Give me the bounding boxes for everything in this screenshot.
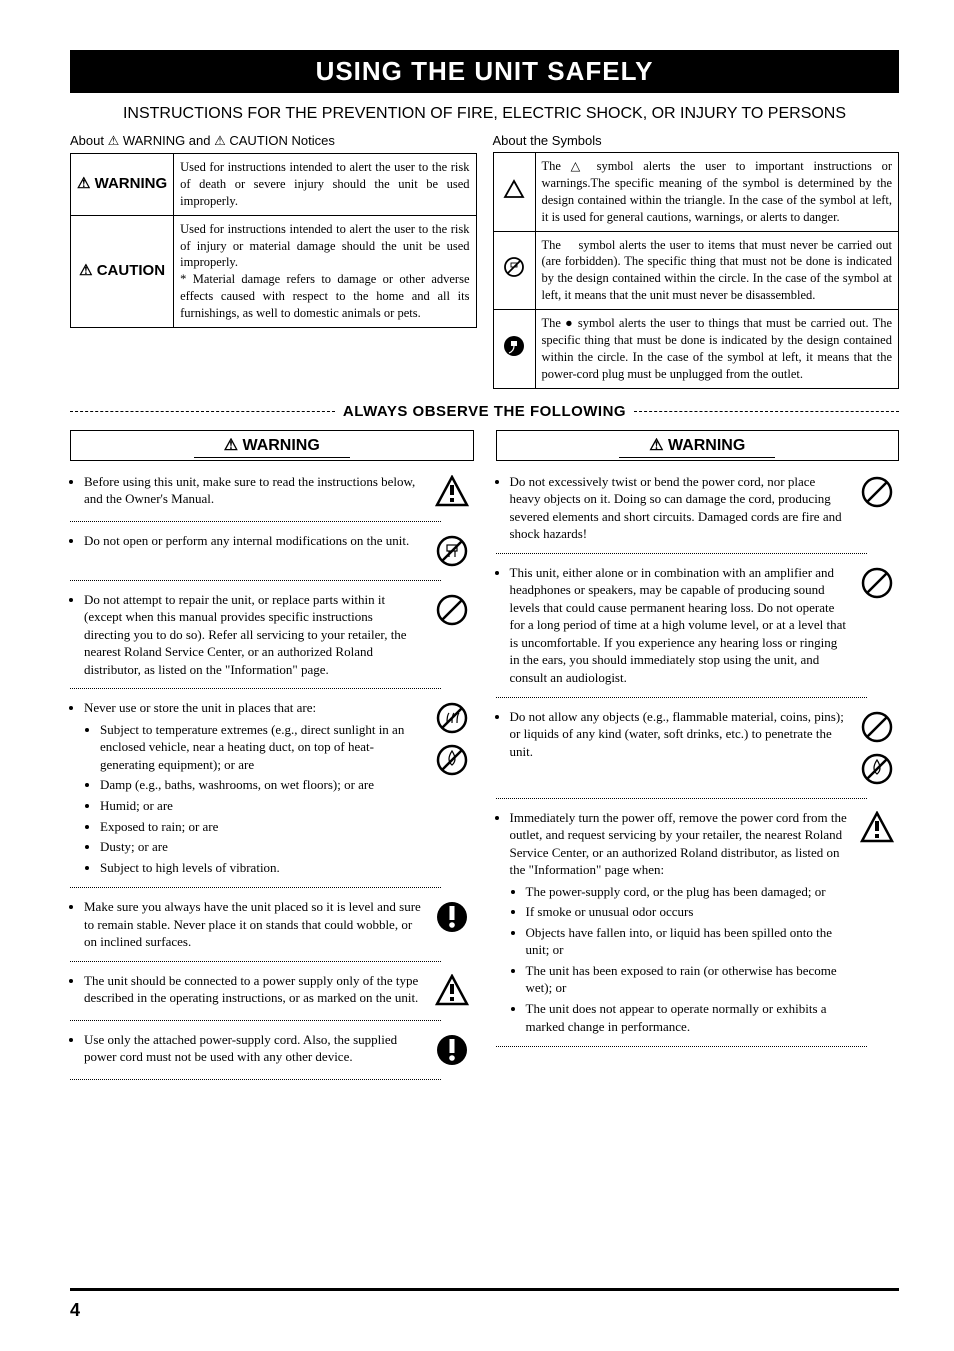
right-item-3: Immediately turn the power off, remove t… [510, 809, 848, 879]
triangle-desc: The △ symbol alerts the user to importan… [535, 153, 899, 232]
must-do-icon [435, 900, 469, 934]
prohibit-icon [860, 710, 894, 744]
right-column: ⚠ WARNING Do not excessively twist or be… [496, 430, 900, 1090]
left-item-0: Before using this unit, make sure to rea… [84, 473, 422, 508]
left-item-6: Use only the attached power-supply cord.… [84, 1031, 422, 1066]
page-number: 4 [70, 1300, 80, 1321]
subtitle: INSTRUCTIONS FOR THE PREVENTION OF FIRE,… [70, 105, 899, 123]
warning-header-left: ⚠ WARNING [70, 430, 474, 461]
triangle-icon [493, 153, 535, 232]
left-item-3-sub: Subject to temperature extremes (e.g., d… [100, 721, 422, 876]
notice-table: ⚠ WARNING Used for instructions intended… [70, 153, 477, 328]
prohibit-icon [860, 475, 894, 509]
tri-bang-icon [860, 811, 894, 845]
caution-cell: ⚠ CAUTION [71, 215, 174, 327]
right-item-0: Do not excessively twist or bend the pow… [510, 473, 848, 543]
left-item-2: Do not attempt to repair the unit, or re… [84, 591, 422, 679]
no-wet-icon [435, 743, 469, 777]
prohibit-icon [435, 593, 469, 627]
symbols-table: The △ symbol alerts the user to importan… [493, 152, 900, 389]
right-item-2: Do not allow any objects (e.g., flammabl… [510, 708, 848, 761]
notice-tables: About ⚠ WARNING and ⚠ CAUTION Notices ⚠ … [70, 133, 899, 389]
warning-desc: Used for instructions intended to alert … [174, 154, 476, 216]
left-item-3: Never use or store the unit in places th… [84, 699, 422, 717]
left-item-4: Make sure you always have the unit place… [84, 898, 422, 951]
prohibit-icon [860, 566, 894, 600]
observe-label: ALWAYS OBSERVE THE FOLLOWING [335, 403, 634, 420]
prohibit-desc: The ⃠ symbol alerts the user to items th… [535, 231, 899, 310]
mandatory-desc: The ● symbol alerts the user to things t… [535, 310, 899, 389]
no-wet-icon [860, 752, 894, 786]
left-item-1: Do not open or perform any internal modi… [84, 532, 422, 550]
left-item-5: The unit should be connected to a power … [84, 972, 422, 1007]
main-title: USING THE UNIT SAFELY [70, 50, 899, 93]
mandatory-icon [493, 310, 535, 389]
notice-table-label: About ⚠ WARNING and ⚠ CAUTION Notices [70, 133, 477, 149]
tri-bang-icon [435, 974, 469, 1008]
observe-divider: ALWAYS OBSERVE THE FOLLOWING [70, 403, 899, 420]
warning-cell: ⚠ WARNING [71, 154, 174, 216]
symbols-table-label: About the Symbols [493, 133, 900, 148]
tri-bang-icon [435, 475, 469, 509]
no-heat-icon [435, 701, 469, 735]
no-disassemble-icon [435, 534, 469, 568]
prohibit-icon [493, 231, 535, 310]
right-item-3-sub: The power-supply cord, or the plug has b… [526, 883, 848, 1035]
right-item-1: This unit, either alone or in combinatio… [510, 564, 848, 687]
left-column: ⚠ WARNING Before using this unit, make s… [70, 430, 474, 1090]
caution-desc: Used for instructions intended to alert … [174, 215, 476, 327]
warning-header-right: ⚠ WARNING [496, 430, 900, 461]
footer-rule [70, 1288, 899, 1291]
must-do-icon [435, 1033, 469, 1067]
